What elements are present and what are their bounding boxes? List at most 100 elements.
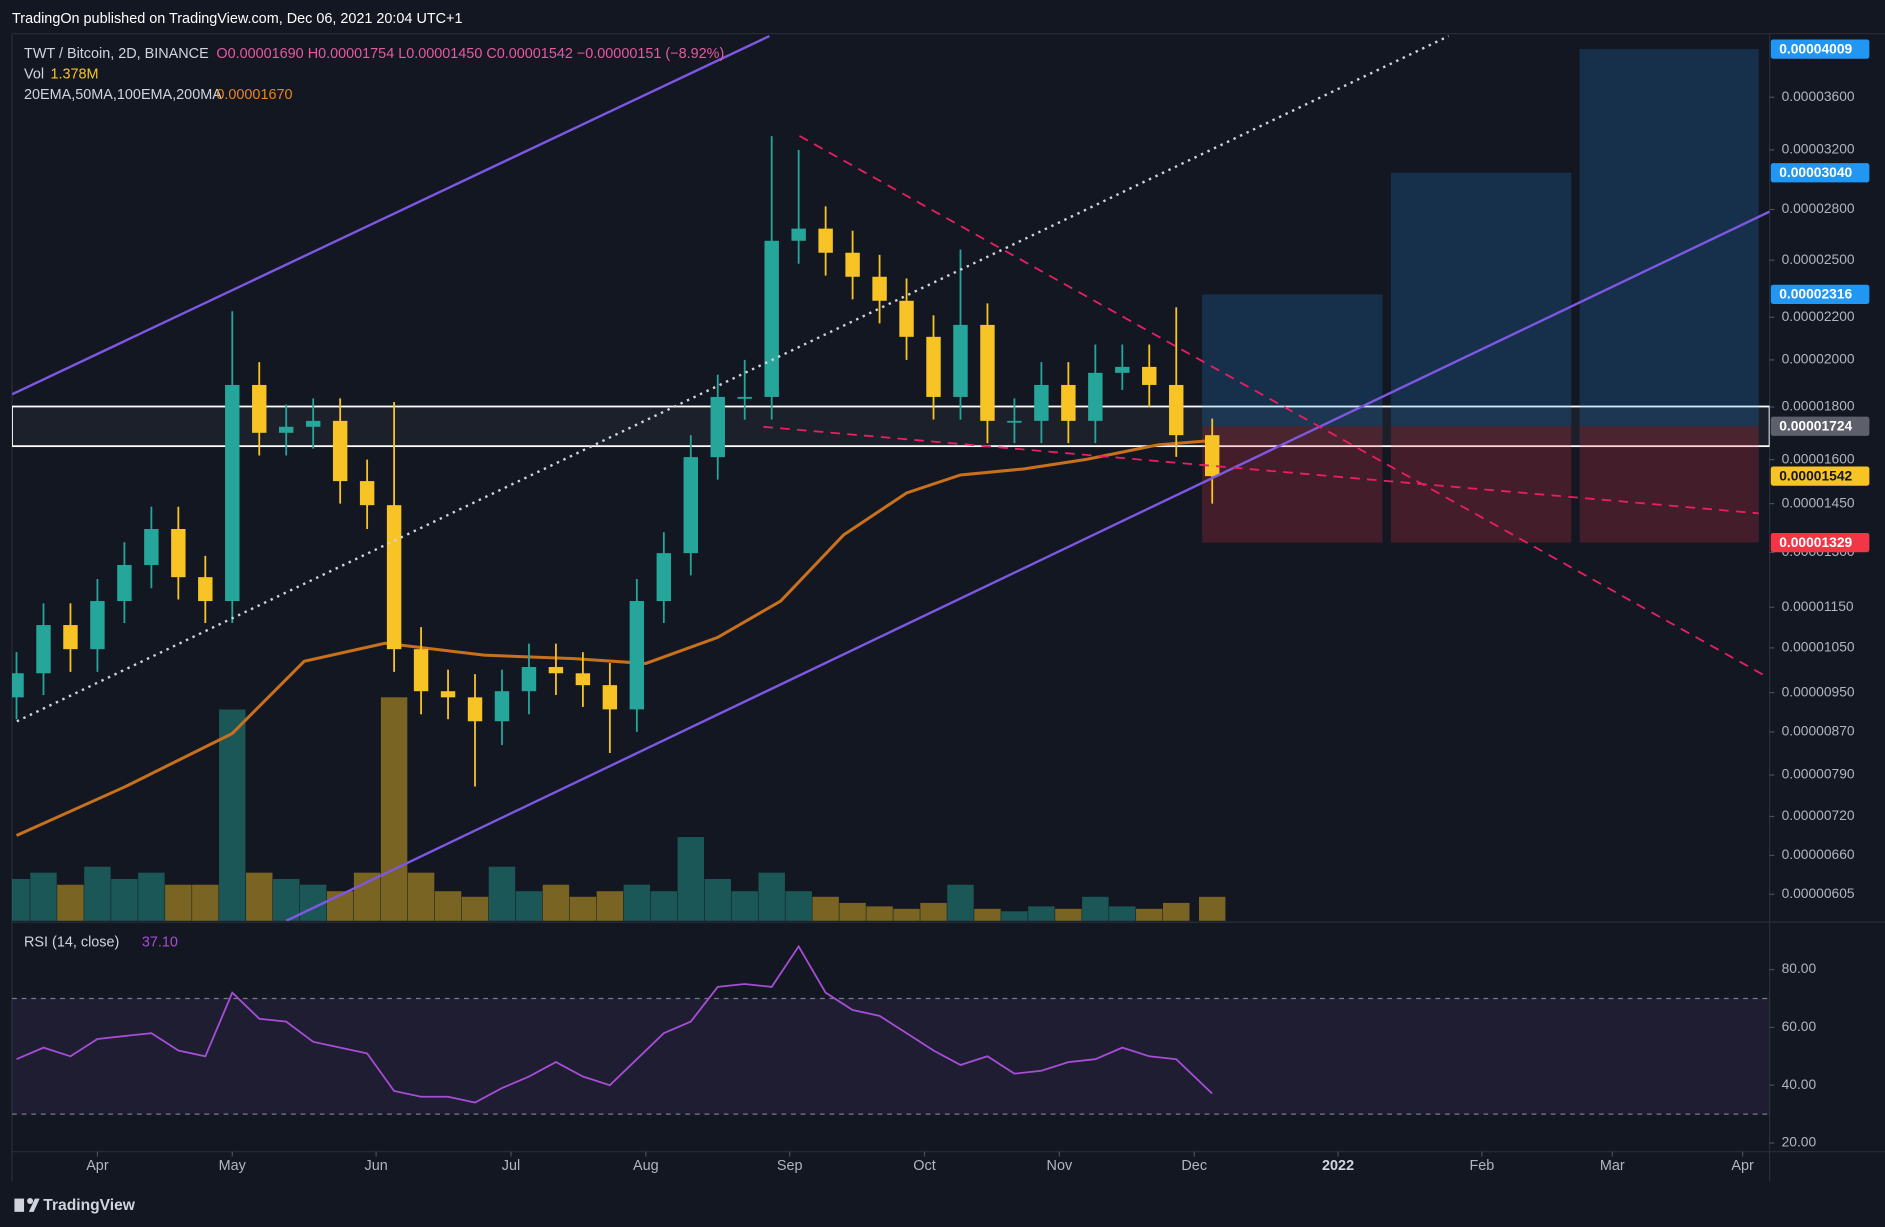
volume-bar [1001, 911, 1028, 921]
candle-body [602, 685, 618, 710]
x-tick-label: Apr [1731, 1158, 1754, 1174]
candle-body [252, 384, 267, 433]
y-tick-label: 0.00000790 [1782, 766, 1855, 782]
rsi-tick-label: 60.00 [1782, 1018, 1817, 1034]
candle-body [1088, 372, 1103, 421]
x-tick-label: Nov [1047, 1158, 1073, 1174]
channel-line [12, 35, 770, 396]
volume-legend: Vol [24, 66, 44, 82]
y-tick-label: 0.00000605 [1782, 885, 1855, 901]
price-panel [12, 49, 1770, 921]
volume-bar [192, 884, 219, 921]
volume-bar [272, 878, 300, 921]
rsi-band [12, 998, 1770, 1115]
y-tick-label: 0.00001050 [1782, 639, 1855, 655]
candle-body [818, 228, 833, 253]
volume-bar [353, 872, 381, 921]
candle-body [386, 505, 402, 650]
candle-body [12, 673, 24, 698]
y-tick-label: 0.00002800 [1782, 200, 1855, 216]
stop-box [1579, 426, 1759, 543]
rsi-tick-label: 80.00 [1782, 960, 1817, 976]
x-tick-label: Dec [1181, 1158, 1207, 1174]
dotted-trendline [16, 35, 1450, 723]
target-box [1579, 49, 1759, 427]
zone [12, 405, 1770, 448]
y-tick-label: 0.00003200 [1782, 141, 1855, 157]
volume-bar [731, 891, 758, 921]
candle-body [198, 577, 213, 602]
y-tick-label: 0.00000720 [1782, 807, 1855, 823]
channel-line [285, 210, 1770, 921]
indicator-value: 0.00001670 [216, 87, 292, 103]
volume-bar [1055, 908, 1082, 921]
brand-logo [14, 1197, 40, 1212]
candle-body [63, 625, 78, 650]
moving-average [15, 439, 1213, 837]
rsi-value: 37.10 [142, 934, 178, 950]
published-line: TradingOn published on TradingView.com, … [12, 11, 462, 27]
y-tick-label: 0.00001800 [1782, 398, 1855, 414]
logo-shape [28, 1198, 40, 1212]
indicator-legend: 20EMA,50MA,100EMA,200MA [24, 87, 222, 103]
volume-bar [84, 866, 111, 921]
price-label-box [1770, 163, 1870, 183]
volume-bar [380, 697, 408, 921]
candle-body [36, 625, 51, 674]
volume-bar [920, 902, 947, 921]
volume-bar [1028, 906, 1055, 921]
x-tick-label: Aug [633, 1158, 659, 1174]
x-tick-label: Jun [365, 1158, 388, 1174]
x-tick-label: Feb [1469, 1158, 1494, 1174]
candle-body [683, 457, 698, 554]
volume-bar [596, 891, 624, 921]
volume-bar [839, 902, 866, 921]
volume-bar [623, 884, 651, 921]
x-tick-label: Mar [1600, 1158, 1625, 1174]
candle-body [926, 336, 941, 397]
y-tick-label: 0.00000870 [1782, 723, 1855, 739]
volume-bar [407, 872, 435, 921]
x-tick-label: Sep [777, 1158, 803, 1174]
candle-body [656, 553, 672, 602]
candle-body [467, 697, 483, 722]
candle-body [737, 396, 752, 399]
volume-bar [434, 891, 462, 921]
candle-body [1204, 435, 1220, 477]
candle-body [953, 324, 968, 397]
volume-value: 1.378M [50, 66, 98, 82]
candle-body [899, 300, 914, 337]
rsi-tick-label: 20.00 [1782, 1134, 1817, 1150]
price-label: 0.00001329 [1779, 534, 1852, 550]
y-tick-label: 0.00002500 [1782, 251, 1855, 267]
rsi-tick-label: 40.00 [1782, 1076, 1817, 1092]
volume-bar [947, 884, 974, 921]
volume-bar [30, 872, 57, 921]
candle-body [279, 426, 294, 433]
volume-bar [704, 878, 731, 921]
y-tick-label: 0.00002200 [1782, 308, 1855, 324]
drawings [12, 35, 1770, 921]
y-tick-label: 0.00001600 [1782, 450, 1855, 466]
y-tick-label: 0.00001450 [1782, 494, 1855, 510]
volume-bar [246, 872, 273, 921]
candle-body [305, 420, 321, 427]
price-label-box [1770, 284, 1870, 304]
volume-bar [1163, 902, 1190, 921]
y-tick-label: 0.00001150 [1782, 598, 1854, 614]
volume-bar [677, 837, 705, 921]
candle-body [144, 528, 159, 565]
rsi-panel [12, 944, 1770, 1115]
logo-shape [14, 1198, 25, 1212]
rsi-legend: RSI (14, close) [24, 934, 119, 950]
candle-body [629, 601, 645, 710]
candle-body [1115, 366, 1130, 373]
x-tick-label: Oct [913, 1158, 935, 1174]
candle-body [710, 396, 725, 458]
candle-body [413, 649, 429, 692]
x-tick-label: 2022 [1322, 1158, 1354, 1174]
candle-body [332, 420, 348, 482]
candle-body [845, 252, 860, 277]
volume-bar [1136, 908, 1163, 921]
